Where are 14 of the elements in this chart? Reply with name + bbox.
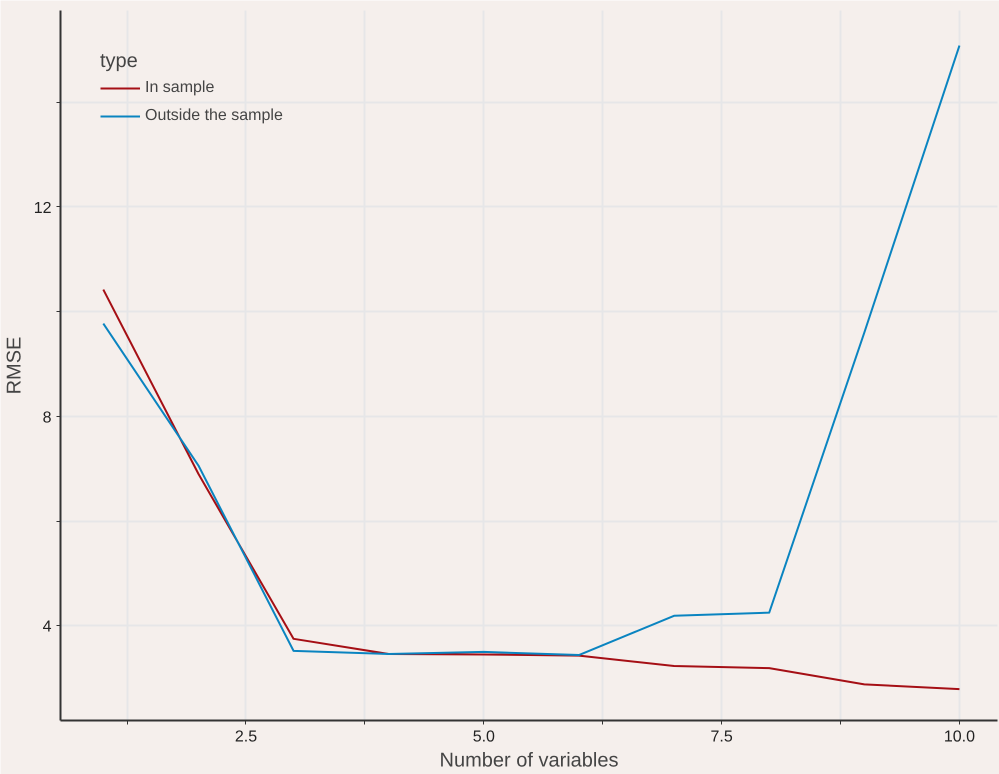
line-series bbox=[102, 44, 960, 656]
x-tick-label: 2.5 bbox=[234, 728, 258, 746]
legend-label: In sample bbox=[145, 79, 214, 97]
line-series bbox=[102, 288, 960, 690]
legend-label: Outside the sample bbox=[145, 107, 283, 125]
y-tick-label: 12 bbox=[34, 200, 52, 217]
y-tick-label: 8 bbox=[42, 409, 52, 426]
x-tick-label: 5.0 bbox=[472, 728, 496, 746]
y-tick-label: 4 bbox=[42, 618, 52, 636]
x-axis-title: Number of variables bbox=[440, 750, 618, 772]
x-tick-label: 10.0 bbox=[944, 728, 976, 746]
y-axis-title: RMSE bbox=[4, 336, 26, 394]
legend-title: type bbox=[100, 50, 139, 73]
x-tick-label: 7.5 bbox=[710, 728, 733, 746]
